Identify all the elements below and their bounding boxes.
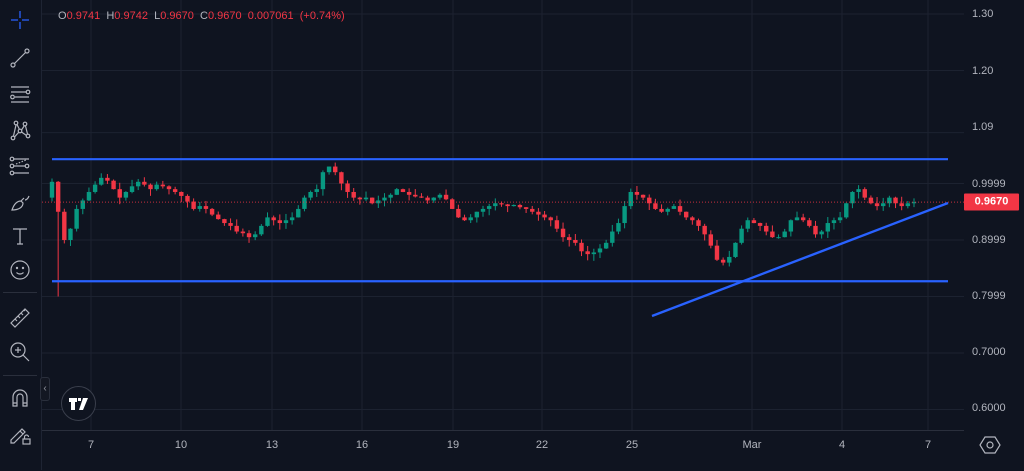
- time-label: 7: [924, 439, 932, 451]
- time-label: 16: [355, 439, 369, 451]
- brush-icon[interactable]: [6, 188, 34, 216]
- price-axis[interactable]: 1.30 1.20 1.09 0.9999 0.8999 0.7999 0.70…: [964, 0, 1024, 430]
- price-label: 1.09: [972, 121, 994, 133]
- chart-pane[interactable]: [42, 0, 964, 430]
- change-percent: (+0.74%): [299, 10, 345, 22]
- time-label: 22: [535, 439, 549, 451]
- change-value: 0.007061: [247, 10, 294, 22]
- toolbar-divider: [3, 375, 37, 376]
- price-label: 0.8999: [972, 234, 1006, 246]
- last-price-badge: 0.9670: [964, 193, 1019, 211]
- time-label: 4: [838, 439, 846, 451]
- time-label: 10: [174, 439, 188, 451]
- time-label: Mar: [742, 439, 762, 451]
- tv-logo-icon: [68, 397, 88, 410]
- trend-line-icon[interactable]: [6, 44, 34, 72]
- high-label: H: [106, 10, 115, 22]
- price-label: 1.20: [972, 65, 994, 77]
- price-label: 0.7000: [972, 346, 1006, 358]
- fib-retracement-icon[interactable]: [6, 80, 34, 108]
- time-label: 19: [446, 439, 460, 451]
- price-label: 0.7999: [972, 290, 1006, 302]
- crosshair-icon[interactable]: [6, 6, 34, 34]
- open-value: 0.9741: [66, 10, 101, 22]
- ohlc-legend: O0.9741 H0.9742 L0.9670 C0.9670 0.007061…: [58, 10, 345, 22]
- emoji-icon[interactable]: [6, 256, 34, 284]
- open-label: O: [58, 10, 67, 22]
- time-label: 13: [265, 439, 279, 451]
- tradingview-logo[interactable]: [61, 386, 96, 421]
- magnet-icon[interactable]: [6, 384, 34, 412]
- candlestick-chart: [42, 0, 964, 430]
- drawing-toolbar: [0, 0, 42, 470]
- lock-drawings-icon[interactable]: [6, 420, 34, 448]
- time-label: 7: [87, 439, 95, 451]
- close-value: 0.9670: [207, 10, 242, 22]
- price-label: 0.9999: [972, 178, 1006, 190]
- price-label: 1.30: [972, 8, 994, 20]
- collapse-toolbar-button[interactable]: ‹: [40, 377, 50, 401]
- chart-settings-button[interactable]: [979, 434, 1001, 456]
- text-icon[interactable]: [6, 222, 34, 250]
- time-label: 25: [625, 439, 639, 451]
- high-value: 0.9742: [114, 10, 148, 22]
- close-label: C: [199, 10, 208, 22]
- xabcd-pattern-icon[interactable]: [6, 116, 34, 144]
- settings-hexagon-icon: [979, 436, 1001, 454]
- low-label: L: [154, 10, 161, 22]
- ruler-icon[interactable]: [6, 304, 34, 332]
- low-value: 0.9670: [160, 10, 194, 22]
- forecasting-icon[interactable]: [6, 152, 34, 180]
- price-label: 0.6000: [972, 402, 1006, 414]
- zoom-in-icon[interactable]: [6, 338, 34, 366]
- toolbar-divider: [3, 292, 37, 293]
- time-axis[interactable]: 7 10 13 16 19 22 25 Mar 4 7: [42, 430, 964, 471]
